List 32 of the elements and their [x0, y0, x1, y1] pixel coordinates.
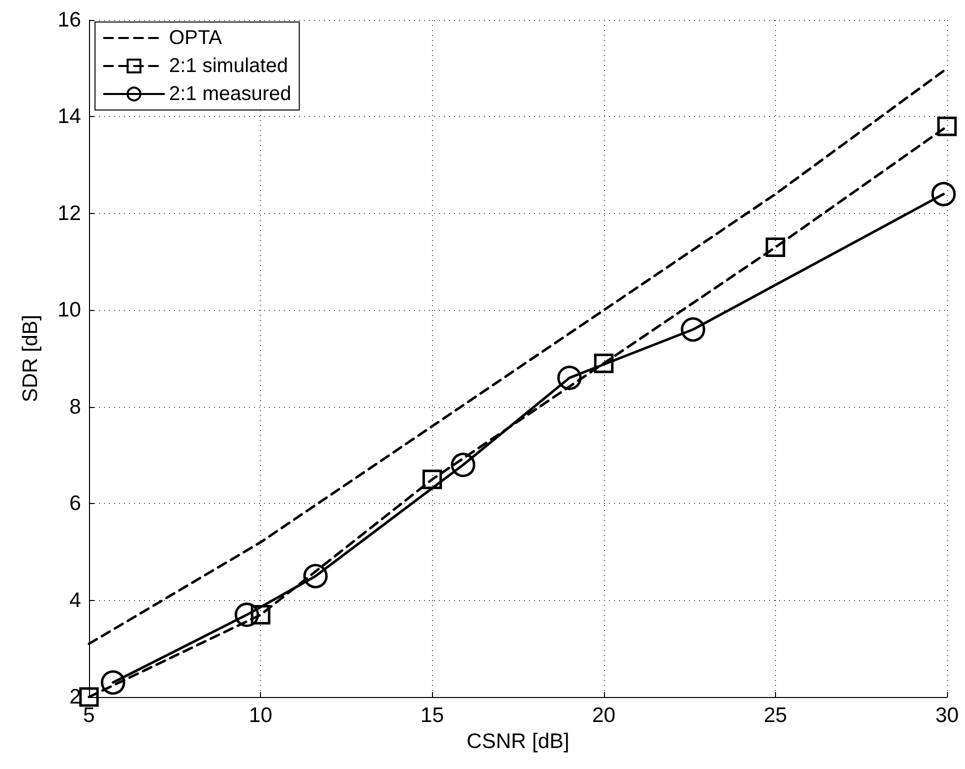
point — [303, 564, 328, 588]
y-tick-label: 16 — [58, 8, 81, 32]
y-tick-label: 14 — [58, 105, 82, 128]
x-tick-label: 20 — [592, 704, 616, 727]
x-tick-label: 15 — [420, 704, 444, 727]
y-tick-label: 8 — [69, 395, 81, 418]
legend-label: 2:1 simulated — [169, 55, 288, 77]
x-tick-label: 5 — [83, 704, 95, 727]
point — [766, 238, 786, 258]
legend-label: OPTA — [169, 27, 223, 49]
point — [450, 452, 476, 478]
legend-label: 2:1 measured — [169, 83, 292, 105]
point — [234, 602, 260, 628]
y-tick-label: 6 — [69, 492, 81, 516]
y-tick-label: 10 — [58, 298, 81, 322]
y-tick-label: 4 — [69, 588, 82, 612]
point — [931, 182, 956, 206]
y-tick-label: 2 — [69, 686, 81, 708]
x-axis-title: CSNR [dB] — [466, 730, 570, 753]
point — [100, 670, 126, 695]
point — [594, 354, 614, 374]
x-tick-label: 10 — [248, 704, 272, 727]
point — [937, 116, 957, 136]
point — [680, 317, 706, 342]
point — [79, 687, 99, 707]
y-tick-label: 12 — [58, 202, 81, 225]
point — [557, 366, 582, 390]
x-tick-label: 30 — [935, 704, 959, 727]
y-axis-title: SDR [dB] — [19, 314, 42, 402]
point — [422, 470, 442, 490]
point — [250, 605, 270, 625]
x-tick-label: 25 — [764, 704, 788, 727]
